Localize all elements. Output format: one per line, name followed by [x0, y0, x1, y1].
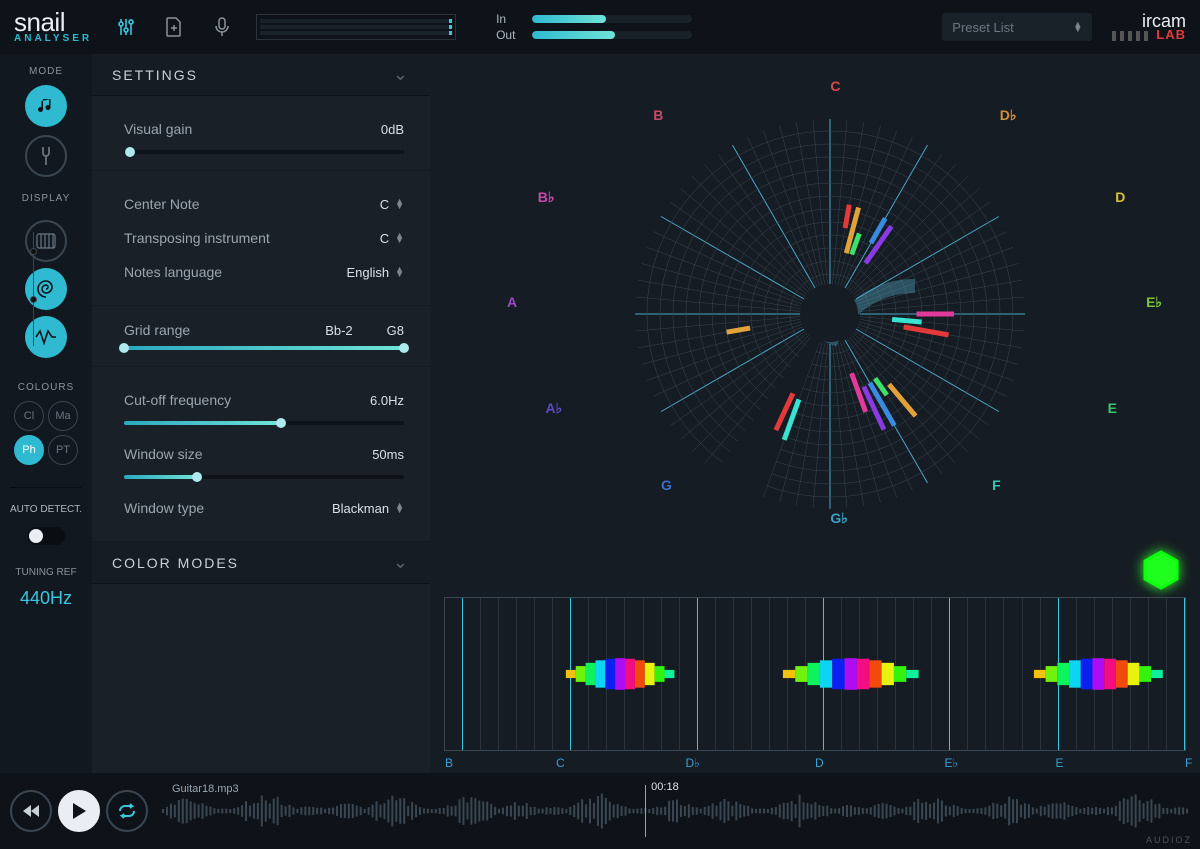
colour-btn-pt[interactable]: PT	[48, 435, 78, 465]
display-wave-button[interactable]	[25, 316, 67, 358]
note-label: C	[830, 78, 840, 94]
note-label: D	[1115, 189, 1125, 205]
display-spiral-button[interactable]	[25, 268, 67, 310]
play-button[interactable]	[58, 790, 100, 832]
window-size-slider[interactable]	[124, 475, 404, 479]
note-label: F	[992, 477, 1001, 493]
io-out-bar[interactable]	[532, 31, 692, 39]
filename: Guitar18.mp3	[172, 783, 239, 795]
note-label: B♭	[538, 189, 555, 206]
playhead[interactable]	[645, 785, 646, 837]
kb-note-label: E	[1056, 756, 1064, 770]
io-levels: In Out	[496, 12, 692, 42]
note-label: A♭	[546, 400, 563, 417]
loop-button[interactable]	[106, 790, 148, 832]
snail-spiral: C D♭ D E♭ E F G♭ G A♭ A B♭ B	[430, 64, 1200, 544]
grid-range-lo: Bb-2	[325, 323, 352, 338]
io-in-label: In	[496, 12, 522, 26]
chevron-down-icon: ⌄	[393, 64, 410, 85]
colour-btn-ph[interactable]: Ph	[14, 435, 44, 465]
window-size-label: Window size	[124, 446, 203, 462]
notes-lang-value[interactable]: English▲▼	[346, 265, 404, 280]
grid-range-slider[interactable]	[124, 346, 404, 350]
visualizer: CD♭DE♭EFG♭GA♭AB♭B BCD♭DE♭EF	[430, 54, 1200, 773]
watermark: AUDIOZ	[1146, 835, 1192, 845]
visual-gain-slider[interactable]	[124, 150, 404, 154]
kb-note-label: F	[1185, 756, 1192, 770]
window-size-value: 50ms	[372, 447, 404, 462]
file-add-icon[interactable]	[160, 13, 188, 41]
ircam-logo: ircam LAB	[1112, 13, 1186, 41]
note-label: G♭	[830, 510, 848, 527]
cutoff-value: 6.0Hz	[370, 393, 404, 408]
settings-panel: SETTINGS ⌄ Visual gain 0dB Center Note C▲▼…	[92, 54, 430, 773]
transpose-label: Transposing instrument	[124, 230, 270, 246]
colour-btn-ma[interactable]: Ma	[48, 401, 78, 431]
grid-range-hi: G8	[387, 323, 404, 338]
colours-label: COLOURS	[18, 382, 74, 393]
kb-note-label: D♭	[686, 756, 700, 770]
preset-label: Preset List	[952, 20, 1013, 35]
display-piano-button[interactable]	[25, 220, 67, 262]
kb-note-label: B	[445, 756, 453, 770]
color-modes-header[interactable]: COLOR MODES ⌄	[92, 542, 430, 584]
mode-tuningfork-button[interactable]	[25, 135, 67, 177]
autodetect-toggle[interactable]	[27, 527, 65, 545]
pitch-indicator-hex	[1140, 549, 1182, 591]
display-label: DISPLAY	[22, 193, 71, 204]
preset-dropdown[interactable]: Preset List ▲▼	[942, 13, 1092, 41]
colour-btn-cl[interactable]: Cl	[14, 401, 44, 431]
logo-sub: ANALYSER	[14, 34, 92, 43]
transport-bar: Guitar18.mp3 00:18 AUDIOZ	[0, 773, 1200, 849]
cutoff-label: Cut-off frequency	[124, 392, 231, 408]
chevron-down-icon: ⌄	[393, 552, 410, 573]
cutoff-slider[interactable]	[124, 421, 404, 425]
center-note-label: Center Note	[124, 196, 199, 212]
grid-range-label: Grid range	[124, 322, 190, 338]
microphone-icon[interactable]	[208, 13, 236, 41]
visual-gain-label: Visual gain	[124, 121, 192, 137]
window-type-value[interactable]: Blackman▲▼	[332, 501, 404, 516]
note-label: E	[1108, 400, 1117, 416]
notes-lang-label: Notes language	[124, 264, 222, 280]
rewind-button[interactable]	[10, 790, 52, 832]
note-label: A	[507, 294, 517, 310]
io-in-bar[interactable]	[532, 15, 692, 23]
sliders-icon[interactable]	[112, 13, 140, 41]
note-label: D♭	[1000, 107, 1017, 124]
updown-icon: ▲▼	[1073, 22, 1082, 32]
note-label: G	[661, 477, 672, 493]
waveform[interactable]: Guitar18.mp3 00:18	[162, 785, 1190, 837]
autodetect-label: AUTO DETECT.	[10, 504, 82, 515]
note-label: B	[653, 107, 663, 123]
header-meter	[256, 14, 456, 40]
mode-music-button[interactable]	[25, 85, 67, 127]
keyboard-strip: BCD♭DE♭EF	[444, 597, 1186, 751]
window-type-label: Window type	[124, 500, 204, 516]
center-note-value[interactable]: C▲▼	[380, 197, 404, 212]
tuning-ref-value[interactable]: 440Hz	[20, 588, 72, 609]
tuning-ref-label: TUNING REF	[15, 567, 76, 578]
kb-note-label: D	[815, 756, 824, 770]
transpose-value[interactable]: C▲▼	[380, 231, 404, 246]
left-rail: MODE DISPLAY COLOURS ClMaPhPT AUTO DETEC…	[0, 54, 92, 773]
kb-note-label: C	[556, 756, 565, 770]
settings-header[interactable]: SETTINGS ⌄	[92, 54, 430, 96]
io-out-label: Out	[496, 28, 522, 42]
visual-gain-value: 0dB	[381, 122, 404, 137]
app-logo: snail ANALYSER	[14, 11, 92, 43]
mode-label: MODE	[29, 66, 63, 77]
kb-note-label: E♭	[945, 756, 959, 770]
note-label: E♭	[1146, 294, 1162, 311]
header: snail ANALYSER In Out Preset List ▲▼ irc…	[0, 0, 1200, 54]
logo-main: snail	[14, 11, 92, 34]
time-display: 00:18	[651, 781, 679, 793]
